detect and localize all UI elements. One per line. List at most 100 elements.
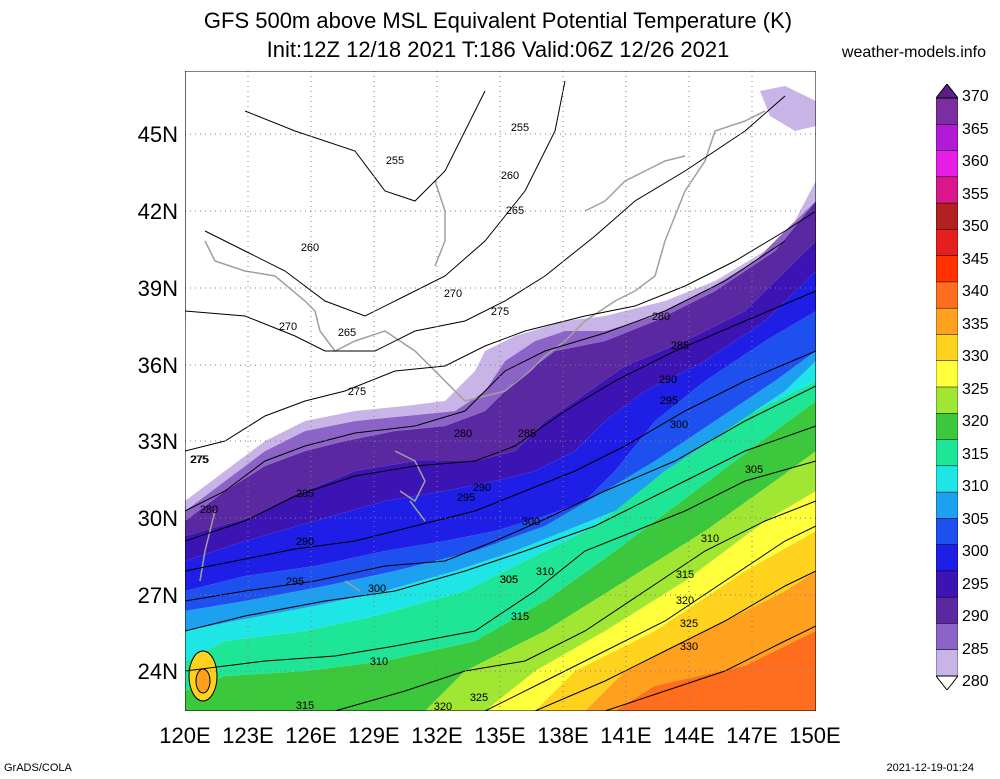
contour-label: 300 [670,419,688,431]
lat-label: 36N [137,353,178,378]
contour-label: 275 [190,454,208,466]
colorbar-swatch [936,518,958,546]
contour-label: 315 [296,700,314,711]
colorbar-swatch [936,229,958,257]
contour-label: 305 [745,464,763,476]
colorbar-label: 285 [962,640,989,658]
contour-label: 280 [454,428,472,440]
colorbar-swatch [936,97,958,126]
contour-label: 275 [491,306,509,318]
contour-label: 285 [518,428,536,440]
lon-label: 147E [726,723,778,748]
lat-label: 24N [137,659,178,684]
colorbar-swatch [936,124,958,152]
colorbar-label: 360 [962,153,989,170]
contour-label: 275 [348,386,366,398]
colorbar-swatch [936,334,958,362]
lon-label: 132E [411,723,463,748]
lon-label: 150E [789,723,841,748]
contour-label: 285 [296,488,314,500]
map-subtitle: Init:12Z 12/18 2021 T:186 Valid:06Z 12/2… [266,37,730,62]
contour-label: 270 [279,321,297,333]
band-315 [485,491,816,711]
colorbar-label: 320 [962,413,989,430]
lat-label: 33N [137,429,178,454]
lon-label: 129E [348,723,400,748]
colorbar-swatch [936,150,958,178]
colorbar-swatch [936,596,958,625]
band-305 [185,401,816,711]
colorbar-swatch [936,386,958,415]
contour-label: 285 [671,340,689,352]
colorbar-swatch [936,307,958,336]
colorbar-label: 330 [962,348,989,365]
contour-label: 290 [296,536,314,548]
lat-label: 42N [137,199,178,224]
contour-label: 265 [506,205,524,217]
footer-timestamp: 2021-12-19-01:24 [886,762,974,774]
contour-label: 280 [652,311,670,323]
contour-label: 290 [659,374,677,386]
colorbar-label: 305 [962,510,989,528]
colorbar-label: 370 [962,88,989,105]
colorbar-label: 335 [962,315,989,333]
colorbar-max-arrow [936,84,958,99]
colorbar [936,84,958,690]
band-nw-top [760,86,816,131]
colorbar-swatch [936,623,958,651]
lon-label: 141E [600,723,652,748]
colorbar-label: 295 [962,575,989,593]
colorbar-swatch [936,465,958,493]
contour-label: 325 [470,692,488,704]
colorbar-label: 325 [962,380,989,398]
colorbar-swatch [936,176,958,204]
colorbar-swatch [936,360,958,388]
lon-label: 135E [474,723,526,748]
colorbar-min-arrow [936,675,958,690]
colorbar-swatch [936,649,958,677]
band-310 [425,451,816,711]
footer-credit: GrADS/COLA [4,762,72,774]
colorbar-swatch [936,413,958,441]
colorbar-swatch [936,255,958,283]
lon-label: 138E [537,723,589,748]
colorbar-swatch [936,439,958,467]
lon-label: 120E [159,723,211,748]
colorbar-label: 340 [962,283,989,300]
contour-label: 310 [536,566,554,578]
colorbar-swatch [936,570,958,598]
contour-label: 270 [444,288,462,300]
colorbar-label: 350 [962,218,989,235]
band-300 [185,381,816,691]
contour-label: 330 [680,641,698,653]
contour-label: 280 [200,504,218,516]
band-280c [185,201,816,536]
contour-label: 295 [660,395,678,407]
colorbar-swatch [936,544,958,572]
contour-label: 275 [191,454,209,466]
map-title: GFS 500m above MSL Equivalent Potential … [203,8,793,33]
lat-label: 39N [137,276,178,301]
contour-label: 310 [701,533,719,545]
lon-label: 144E [663,723,715,748]
lat-label: 45N [137,122,178,147]
colorbar-label: 315 [962,445,989,463]
colorbar-swatch [936,281,958,309]
contour-label: 325 [680,618,698,630]
contour-label: 310 [370,656,388,668]
contour-label: 290 [473,482,491,494]
contour-label: 305 [500,574,518,586]
colorbar-label: 280 [962,673,989,690]
contour-label: 315 [511,611,529,623]
contour-label: 300 [522,516,540,528]
colorbar-swatch [936,202,958,231]
site-credit: weather-models.info [841,44,986,61]
colorbar-label: 355 [962,185,989,203]
contour-label: 260 [501,170,519,182]
colorbar-label: 290 [962,608,989,625]
colorbar-label: 310 [962,478,989,495]
contour-label: 255 [386,155,404,167]
contour-label: 260 [301,242,319,254]
lon-label: 123E [222,723,274,748]
